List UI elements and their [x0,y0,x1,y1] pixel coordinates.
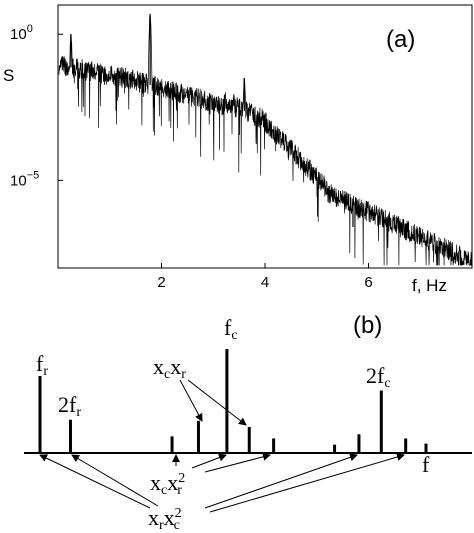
arrow-xrx2c-to-line [204,453,358,509]
label-fr: fr [36,351,48,379]
arrow-xcx2r-to-line [204,452,271,473]
schematic-panel: (b) f fr 2fr fc 2fc xcxr xcx2 r xrx2 c [24,312,472,533]
x-axis-label-f: f [422,452,430,477]
spectral-lines [38,349,428,453]
x-tick-label: 2 [157,274,165,291]
y-tick-label: 100 [10,23,33,43]
x-axis-label: f, Hz [412,276,447,295]
arrow-xcxr-to-line [179,379,203,422]
y-axis-label: S [3,66,14,85]
arrow-xrx2c-to-line [209,453,405,513]
x-tick-label: 6 [364,274,372,291]
label-xcx2r: xcx2 r [150,470,185,498]
x-tick-label: 4 [261,274,269,291]
panel-label-b: (b) [353,312,382,339]
label-2fr: 2fr [58,392,81,420]
panel-label-a: (a) [386,26,415,53]
y-tick-label: 10−5 [10,169,39,189]
arrow-xcxr-to-line [187,379,247,426]
label-xrx2c: xrx2 c [148,505,182,533]
x-ticks: 2 4 6 [157,263,373,291]
spectrum-line [58,13,473,266]
spectrum-panel: 2 4 6 100 10−5 S f, Hz (a) [3,4,473,295]
arrow-annotations [39,379,405,513]
label-xcxr: xcxr [153,354,186,382]
arrow-xcx2r-to-line [191,453,227,469]
arrow-xrx2c-to-line [71,454,159,507]
spectrum-trace [58,14,473,266]
label-fc: fc [224,315,238,343]
arrow-xrx2c-to-line [39,454,151,509]
label-2fc: 2fc [366,363,391,391]
y-ticks: 100 10−5 [10,23,63,189]
